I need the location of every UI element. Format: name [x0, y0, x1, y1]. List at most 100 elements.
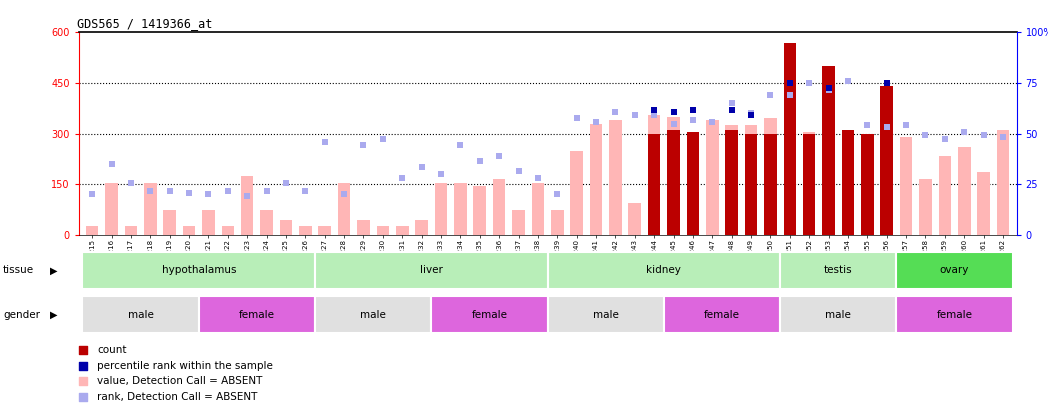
Point: [347, 299, 364, 305]
Point: [878, 80, 895, 86]
Point: [141, 188, 158, 194]
Bar: [570, 151, 583, 235]
Text: testis: testis: [824, 265, 853, 275]
Bar: [725, 130, 738, 235]
Bar: [663, 296, 780, 333]
Point: [665, 120, 682, 127]
Text: ▶: ▶: [50, 265, 58, 275]
Text: kidney: kidney: [647, 265, 681, 275]
Bar: [337, 183, 350, 235]
Point: [995, 134, 1011, 140]
Point: [627, 112, 643, 118]
Point: [937, 136, 954, 142]
Bar: [221, 226, 234, 235]
Bar: [686, 179, 699, 235]
Bar: [299, 226, 311, 235]
Bar: [958, 147, 970, 235]
Bar: [823, 124, 835, 235]
Point: [316, 139, 333, 145]
Text: value, Detection Call = ABSENT: value, Detection Call = ABSENT: [97, 377, 263, 386]
Bar: [315, 296, 432, 333]
Point: [84, 191, 101, 198]
Text: male: male: [128, 310, 154, 320]
Point: [374, 136, 391, 142]
Point: [976, 132, 992, 139]
Point: [258, 188, 275, 194]
Bar: [590, 124, 603, 235]
Text: tissue: tissue: [3, 265, 35, 275]
Bar: [648, 115, 660, 235]
Point: [684, 117, 701, 124]
Bar: [396, 226, 409, 235]
Bar: [609, 120, 621, 235]
Point: [704, 119, 721, 125]
Point: [123, 179, 139, 186]
Text: rank, Detection Call = ABSENT: rank, Detection Call = ABSENT: [97, 392, 258, 402]
Bar: [629, 203, 641, 235]
Bar: [896, 252, 1012, 289]
Point: [200, 191, 217, 198]
Text: hypothalamus: hypothalamus: [161, 265, 236, 275]
Bar: [260, 210, 272, 235]
Bar: [861, 141, 874, 235]
Bar: [706, 120, 719, 235]
Bar: [474, 186, 486, 235]
Bar: [163, 210, 176, 235]
Point: [568, 115, 585, 122]
Point: [219, 188, 236, 194]
Point: [762, 92, 779, 98]
Bar: [648, 134, 660, 235]
Bar: [803, 132, 815, 235]
Point: [278, 179, 294, 186]
Point: [347, 156, 364, 163]
Bar: [376, 226, 389, 235]
Bar: [919, 179, 932, 235]
Bar: [415, 220, 428, 235]
Text: GDS565 / 1419366_at: GDS565 / 1419366_at: [77, 17, 212, 30]
Point: [180, 190, 197, 196]
Point: [394, 174, 411, 181]
Bar: [842, 132, 854, 235]
Bar: [764, 119, 777, 235]
Bar: [803, 134, 815, 235]
Bar: [896, 296, 1012, 333]
Point: [335, 191, 352, 198]
Bar: [531, 183, 544, 235]
Text: male: male: [826, 310, 851, 320]
Bar: [668, 130, 680, 235]
Point: [347, 14, 364, 20]
Bar: [725, 125, 738, 235]
Bar: [315, 252, 547, 289]
Text: female: female: [239, 310, 275, 320]
Point: [821, 87, 837, 93]
Point: [413, 164, 430, 171]
Point: [490, 152, 507, 159]
Bar: [823, 66, 835, 235]
Bar: [668, 117, 680, 235]
Bar: [900, 137, 913, 235]
Bar: [199, 296, 315, 333]
Point: [510, 168, 527, 174]
Bar: [202, 210, 215, 235]
Bar: [861, 134, 874, 235]
Bar: [241, 176, 254, 235]
Point: [665, 109, 682, 115]
Point: [161, 188, 178, 194]
Bar: [105, 183, 117, 235]
Bar: [939, 156, 952, 235]
Bar: [547, 296, 663, 333]
Point: [723, 100, 740, 107]
Point: [103, 161, 119, 167]
Bar: [86, 226, 99, 235]
Bar: [784, 124, 796, 235]
Point: [782, 92, 799, 98]
Point: [878, 124, 895, 130]
Bar: [551, 210, 564, 235]
Point: [801, 80, 817, 86]
Bar: [83, 296, 199, 333]
Bar: [780, 296, 896, 333]
Text: male: male: [361, 310, 386, 320]
Text: male: male: [593, 310, 618, 320]
Bar: [454, 183, 466, 235]
Point: [549, 191, 566, 198]
